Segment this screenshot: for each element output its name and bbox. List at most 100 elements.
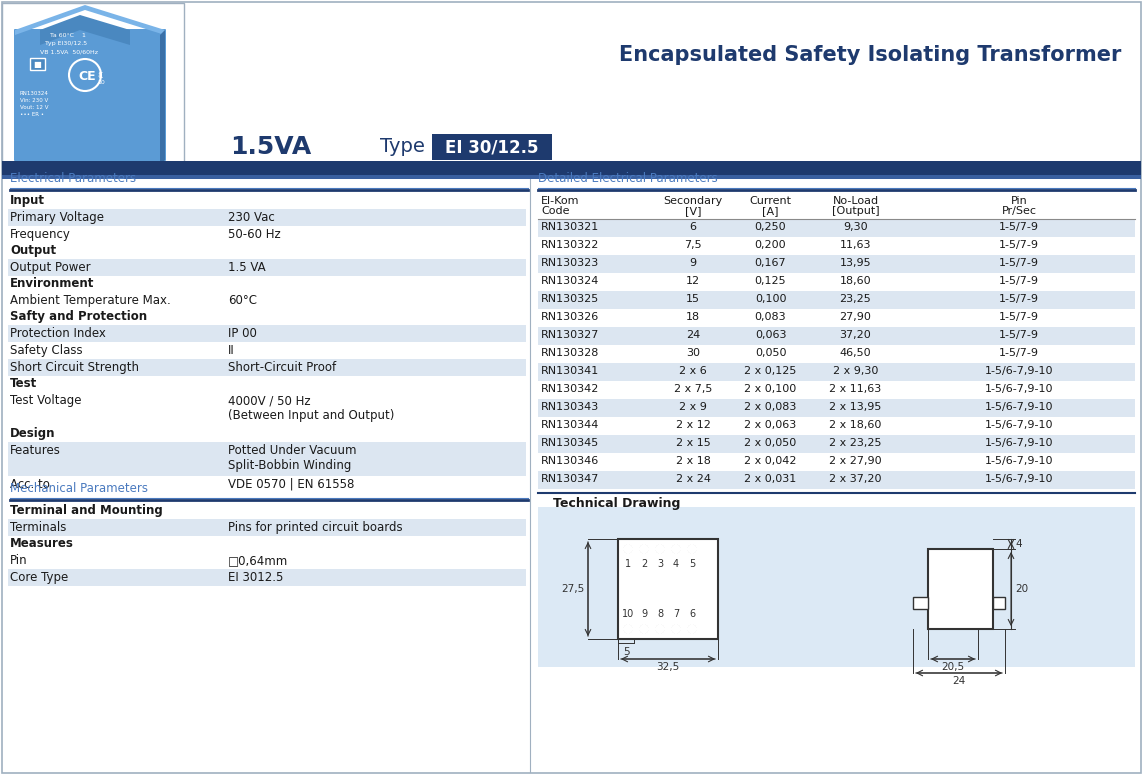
Polygon shape [40,15,130,45]
Text: Type: Type [379,137,425,157]
Circle shape [687,545,696,553]
Circle shape [655,545,664,553]
Text: 1: 1 [625,559,631,569]
Bar [538,327,1135,345]
Text: 0,063: 0,063 [754,330,786,340]
Text: 5: 5 [623,647,630,657]
Text: 2 x 11,63: 2 x 11,63 [830,384,881,394]
Text: 4000V / 50 Hz
(Between Input and Output): 4000V / 50 Hz (Between Input and Output) [227,394,394,422]
Text: Ambient Temperature Max.: Ambient Temperature Max. [10,294,170,307]
Text: Current: Current [750,196,791,206]
Circle shape [671,545,680,553]
Polygon shape [15,5,165,35]
Text: 1-5/7-9: 1-5/7-9 [999,258,1039,268]
Bar [8,259,526,276]
Text: Potted Under Vacuum
Split-Bobbin Winding: Potted Under Vacuum Split-Bobbin Winding [227,444,357,472]
Text: 0,250: 0,250 [754,222,786,232]
Text: Short-Circuit Proof: Short-Circuit Proof [227,361,336,374]
Text: Pins for printed circuit boards: Pins for printed circuit boards [227,521,402,534]
Circle shape [671,625,680,633]
Text: 2 x 0,063: 2 x 0,063 [744,420,797,430]
Text: 2 x 7,5: 2 x 7,5 [674,384,712,394]
Text: 1-5/6-7,9-10: 1-5/6-7,9-10 [985,438,1053,448]
Bar [8,442,526,476]
Bar [8,569,526,586]
Text: 0,083: 0,083 [754,312,786,322]
Text: Code: Code [541,206,569,216]
Text: 9,30: 9,30 [844,222,868,232]
Bar [538,363,1135,381]
Circle shape [687,545,696,553]
Text: RN130328: RN130328 [541,348,599,358]
Text: ••• ER •: ••• ER • [19,112,45,117]
Text: No-Load: No-Load [832,196,879,206]
Text: RN130324: RN130324 [541,276,599,286]
Text: RN130327: RN130327 [541,330,599,340]
Bar [618,539,718,639]
Text: 20: 20 [1015,584,1028,594]
Text: 13,95: 13,95 [840,258,871,268]
Text: 3: 3 [657,559,663,569]
Text: EI 30/12.5: EI 30/12.5 [446,138,538,156]
Text: Test Voltage: Test Voltage [10,394,81,407]
Text: Short Circuit Strength: Short Circuit Strength [10,361,139,374]
Circle shape [671,625,680,633]
Text: 0,100: 0,100 [754,294,786,304]
Text: EI 3012.5: EI 3012.5 [227,571,283,584]
Bar [538,291,1135,309]
Text: Vout: 12 V: Vout: 12 V [19,105,48,110]
Text: Mechanical Parameters: Mechanical Parameters [10,482,147,495]
Text: Ta 60°C    1: Ta 60°C 1 [50,33,86,38]
Text: 24: 24 [686,330,701,340]
Bar [913,597,928,609]
Text: 2 x 0,042: 2 x 0,042 [744,456,797,466]
Text: 0,200: 0,200 [754,240,786,250]
Text: ε: ε [97,70,103,80]
Text: 2 x 0,031: 2 x 0,031 [744,474,797,484]
Circle shape [655,545,664,553]
Text: RN130344: RN130344 [541,420,599,430]
Text: 1-5/6-7,9-10: 1-5/6-7,9-10 [985,456,1053,466]
Text: 27,90: 27,90 [840,312,871,322]
Text: 1-5/7-9: 1-5/7-9 [999,294,1039,304]
Text: 8: 8 [657,609,663,619]
Text: Pin: Pin [1010,196,1028,206]
Text: 1-5/6-7,9-10: 1-5/6-7,9-10 [985,384,1053,394]
Text: Input: Input [10,194,45,207]
Bar [2,3,184,175]
Text: RN130326: RN130326 [541,312,599,322]
Text: Vin: 230 V: Vin: 230 V [19,98,48,103]
Text: 2 x 0,050: 2 x 0,050 [744,438,797,448]
Text: RN130341: RN130341 [541,366,599,376]
Text: Terminals: Terminals [10,521,66,534]
Text: 2 x 0,125: 2 x 0,125 [744,366,797,376]
Bar [8,359,526,376]
Text: 2 x 9: 2 x 9 [679,402,706,412]
Text: 1-5/7-9: 1-5/7-9 [999,276,1039,286]
Text: Technical Drawing: Technical Drawing [553,497,680,510]
Text: Primary Voltage: Primary Voltage [10,211,104,224]
Bar [538,255,1135,273]
Text: 37,20: 37,20 [840,330,871,340]
Circle shape [623,545,632,553]
Text: 1-5/7-9: 1-5/7-9 [999,222,1039,232]
Text: RN130345: RN130345 [541,438,599,448]
Text: Core Type: Core Type [10,571,69,584]
Text: Electrical Parameters: Electrical Parameters [10,172,136,185]
Text: ■: ■ [33,60,41,68]
Text: 0,125: 0,125 [754,276,786,286]
Text: Secondary: Secondary [663,196,722,206]
Text: 9: 9 [641,609,647,619]
Circle shape [655,625,664,633]
Text: RN130323: RN130323 [541,258,599,268]
Text: 23,25: 23,25 [840,294,871,304]
Text: 2 x 24: 2 x 24 [676,474,711,484]
Bar [30,58,45,70]
Text: Acc. to: Acc. to [10,478,50,491]
Bar [2,161,1141,175]
Text: Pin: Pin [10,554,27,567]
Bar [8,325,526,342]
Text: 0,167: 0,167 [754,258,786,268]
Text: 2: 2 [641,559,647,569]
Bar [538,471,1135,489]
